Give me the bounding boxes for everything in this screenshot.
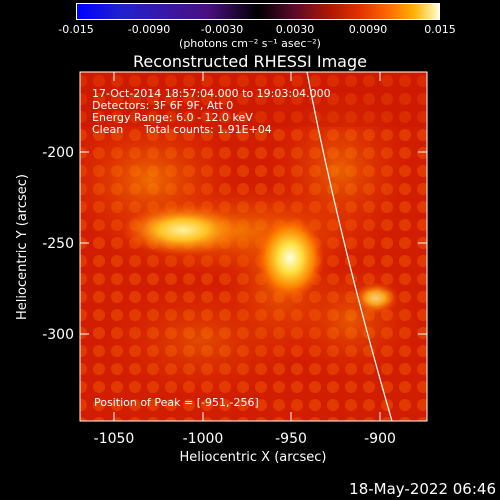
colorbar-tick-label: 0.0090 [348,23,388,36]
x-axis-label: Heliocentric X (arcsec) [180,450,327,465]
info-energy-range: Energy Range: 6.0 - 12.0 keV [92,111,253,124]
colorbar-tick-label: -0.015 [58,23,94,36]
x-tick-label: -900 [364,431,396,447]
colorbar-tick-label: 0.015 [424,23,456,36]
info-method: Clean [92,123,123,136]
info-total-counts: Total counts: 1.91E+04 [143,123,272,136]
y-axis-label: Heliocentric Y (arcsec) [15,174,30,320]
plot-title: Reconstructed RHESSI Image [133,52,367,71]
y-tick-label: -200 [42,145,74,161]
plot-frame [79,71,428,422]
y-tick-label: -300 [42,327,74,343]
colorbar-tick-label: 0.0030 [275,23,315,36]
x-tick-label: -1050 [94,431,135,447]
x-tick-label: -950 [275,431,307,447]
colorbar-tick-label: -0.0090 [127,23,171,36]
heatmap-image [80,72,427,421]
footer-timestamp: 18-May-2022 06:46 [349,480,496,498]
colorbar-units-label: (photons cm⁻² s⁻¹ asec⁻²) [179,37,321,50]
info-time-range: 17-Oct-2014 18:57:04.000 to 19:03:04.000 [92,87,331,100]
colorbar [76,3,440,20]
info-detectors: Detectors: 3F 6F 9F, Att 0 [92,99,233,112]
x-tick-label: -1000 [183,431,224,447]
solar-limb-line [306,72,393,421]
colorbar-tick-label: -0.0030 [200,23,244,36]
peak-position-label: Position of Peak = [-951,-256] [94,396,259,409]
y-tick-label: -250 [42,236,74,252]
axis-ticks [80,72,427,421]
